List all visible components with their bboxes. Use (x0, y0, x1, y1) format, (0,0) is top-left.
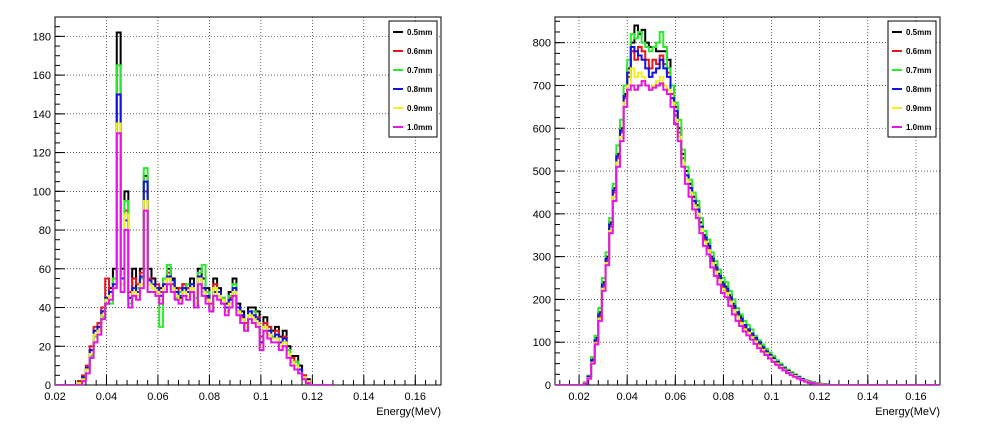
x-tick-label: 0.14 (857, 391, 878, 403)
legend-box (388, 20, 438, 138)
y-tick-label: 140 (33, 109, 51, 121)
histogram-series-1.0mm (55, 132, 333, 385)
x-tick-label: 0.12 (302, 391, 323, 403)
legend-entry: 0.6mm (906, 47, 931, 56)
x-axis-label: Energy(MeV) (376, 406, 441, 418)
legend-entry: 0.7mm (906, 66, 931, 75)
legend-entry: 0.6mm (407, 47, 432, 56)
x-tick-label: 0.08 (713, 391, 734, 403)
x-tick-label: 0.16 (405, 391, 426, 403)
legend-entry: 0.5mm (906, 28, 931, 37)
histogram-series-1.0mm (555, 80, 940, 385)
x-tick-label: 0.02 (568, 391, 589, 403)
legend-entry: 0.8mm (906, 85, 931, 94)
y-tick-label: 0 (545, 380, 551, 392)
x-tick-label: 0.04 (616, 391, 637, 403)
y-tick-label: 100 (33, 186, 51, 198)
plot-frame (554, 16, 941, 386)
y-tick-label: 300 (533, 252, 551, 264)
x-tick-label: 0.1 (253, 391, 268, 403)
y-tick-label: 20 (39, 341, 51, 353)
y-tick-label: 80 (39, 225, 51, 237)
y-tick-label: 0 (45, 380, 51, 392)
chart-left: 0.02 0.04 0.06 0.08 0.1 0.12 0.14 0.16 0 20 40 60 80… (33, 16, 442, 418)
y-tick-label: 600 (533, 123, 551, 135)
y-tick-label: 180 (33, 31, 51, 43)
x-tick-label: 0.04 (96, 391, 117, 403)
y-tick-label: 200 (533, 294, 551, 306)
y-tick-label: 500 (533, 166, 551, 178)
chart-right: 0.02 0.04 0.06 0.08 0.1 0.12 0.14 0.16 0 100 200 30… (533, 16, 941, 418)
x-tick-label: 0.12 (809, 391, 830, 403)
x-tick-label: 0.16 (905, 391, 926, 403)
y-tick-label: 100 (533, 337, 551, 349)
histogram-series-0.9mm (555, 67, 940, 385)
x-tick-label: 0.06 (147, 391, 168, 403)
legend-entry: 0.9mm (407, 104, 432, 113)
legend-entry: 0.7mm (407, 66, 432, 75)
x-axis-label: Energy(MeV) (875, 406, 940, 418)
y-tick-label: 400 (533, 209, 551, 221)
legend-box (887, 20, 937, 138)
x-tick-label: 0.1 (764, 391, 779, 403)
histogram-series-0.7mm (555, 30, 940, 385)
histogram-series-0.8mm (555, 45, 940, 385)
legend-entry: 1.0mm (407, 123, 432, 132)
legend-entry: 0.8mm (407, 85, 432, 94)
legend-entry: 0.9mm (906, 104, 931, 113)
legend-entry: 1.0mm (906, 123, 931, 132)
x-tick-label: 0.06 (665, 391, 686, 403)
y-tick-label: 120 (33, 148, 51, 160)
y-tick-label: 160 (33, 70, 51, 82)
y-tick-label: 800 (533, 38, 551, 50)
x-tick-label: 0.08 (199, 391, 220, 403)
y-tick-label: 700 (533, 80, 551, 92)
y-tick-label: 40 (39, 303, 51, 315)
legend-entry: 0.5mm (407, 28, 432, 37)
x-tick-label: 0.02 (44, 391, 65, 403)
y-tick-label: 60 (39, 264, 51, 276)
x-tick-label: 0.14 (353, 391, 374, 403)
